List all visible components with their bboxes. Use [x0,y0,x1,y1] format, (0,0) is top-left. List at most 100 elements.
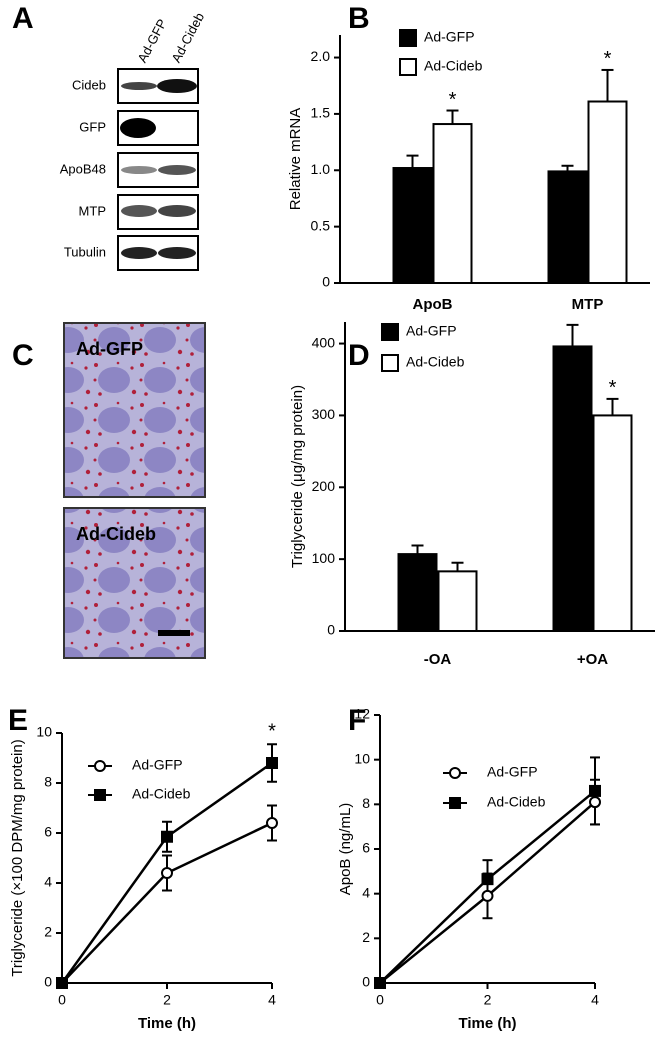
y-tick-label: 400 [312,334,336,350]
band [121,205,157,217]
panel-label: E [8,704,28,737]
blot-bands [120,79,197,259]
legend-swatch [399,29,417,47]
band [121,247,157,259]
y-tick-label: 1.5 [311,105,331,121]
category-label: MTP [572,296,604,313]
panel-label: F [348,704,366,737]
y-tick-label: 0 [322,274,330,290]
significance: * [268,721,276,743]
x-axis-label: Time (h) [458,1015,516,1032]
category-label: -OA [424,651,452,668]
x-tick-label: 0 [376,992,384,1008]
micrograph-label: Ad-Cideb [76,524,156,544]
y-tick-label: 200 [312,478,336,494]
bar [587,100,628,284]
blot-row-label: Cideb [72,77,106,92]
legend-marker [449,767,461,779]
band [158,247,196,259]
y-tick-label: 6 [44,824,52,840]
point [589,796,601,809]
blot-column-label: Ad-GFP [134,17,169,66]
y-axis-label: Relative mRNA [287,108,304,211]
bar [397,553,438,633]
bar [432,123,473,284]
blot-row-label: MTP [79,203,106,218]
micrograph [63,322,206,498]
y-tick-label: 8 [362,795,370,811]
point [589,784,601,797]
y-tick-label: 2 [362,929,370,945]
band [120,118,156,138]
panel-label: B [348,2,370,35]
bar [437,570,478,633]
y-tick-label: 2 [44,924,52,940]
point [481,873,494,886]
micrograph-label: Ad-GFP [76,339,143,359]
y-tick-label: 0 [44,974,52,990]
y-tick-label: 4 [44,874,52,890]
band [121,82,157,90]
bar [392,167,433,285]
blot-column-label: Ad-Cideb [168,10,207,65]
legend-label: Ad-Cideb [424,58,483,74]
band [158,165,196,175]
y-tick-label: 8 [44,774,52,790]
x-tick-label: 2 [163,992,171,1008]
legend-label: Ad-Cideb [487,794,546,810]
y-tick-label: 1.0 [311,161,331,177]
y-tick-label: 6 [362,840,370,856]
y-axis-label: ApoB (ng/mL) [337,803,354,896]
y-tick-label: 0.5 [311,217,331,233]
significance: * [449,89,457,111]
x-axis-label: Time (h) [138,1015,196,1032]
y-tick-label: 2.0 [311,48,331,64]
bar [592,414,633,632]
point [266,817,278,829]
y-tick-label: 4 [362,884,370,900]
legend-label: Ad-Cideb [132,786,191,802]
point [374,977,386,989]
legend-marker [449,797,461,809]
legend-marker [94,789,106,801]
point [266,757,278,769]
category-label: ApoB [413,296,453,313]
bar [547,170,588,284]
panel-label: C [12,339,34,372]
legend-label: Ad-GFP [424,29,475,45]
category-label: +OA [577,651,608,668]
y-axis-label: Triglyceride (×100 DPM/mg protein) [9,739,26,976]
y-tick-label: 100 [312,550,336,566]
blot-row-label: ApoB48 [60,161,106,176]
legend-swatch [381,354,399,372]
legend-label: Ad-GFP [487,764,538,780]
y-tick-label: 10 [354,750,370,766]
significance: * [604,48,612,70]
y-tick-label: 0 [327,622,335,638]
y-tick-label: 300 [312,406,336,422]
x-tick-label: 0 [58,992,66,1008]
legend-label: Ad-Cideb [406,354,465,370]
y-tick-label: 12 [354,706,370,722]
legend-swatch [399,58,417,76]
legend-marker [94,760,106,772]
point [161,867,173,879]
blot-row-label: Tubulin [64,244,106,259]
legend-label: Ad-GFP [132,757,183,773]
y-axis-label: Triglyceride (μg/mg protein) [289,385,306,568]
y-tick-label: 10 [36,724,52,740]
legend-swatch [381,323,399,341]
blot-row-label: GFP [79,119,106,134]
point [161,830,173,843]
x-tick-label: 2 [484,992,492,1008]
y-tick-label: 0 [362,974,370,990]
panel-label: A [12,2,34,35]
band [158,205,196,217]
panel-label: D [348,339,370,372]
significance: * [609,377,617,399]
x-tick-label: 4 [591,992,599,1008]
x-tick-label: 4 [268,992,276,1008]
scale-bar [158,630,190,636]
bar [552,345,593,632]
